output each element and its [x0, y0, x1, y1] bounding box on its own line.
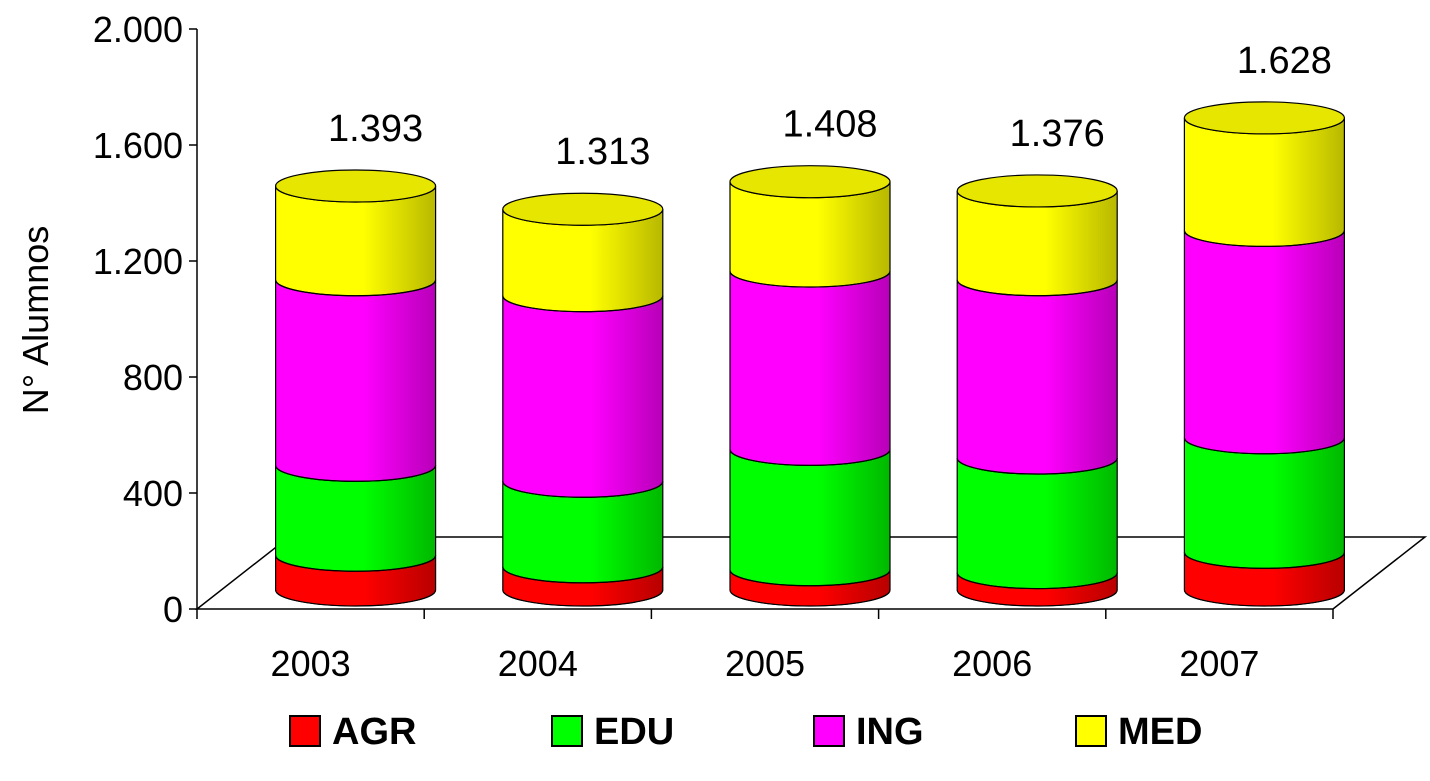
- data-labels: 1.393 1.313 1.408 1.376 1.628: [328, 40, 1332, 173]
- bar-top-cap: [275, 169, 437, 203]
- bar-segment-edu: [1183, 437, 1345, 569]
- x-tick-label: 2003: [271, 643, 351, 684]
- bar-segment-edge: [502, 589, 664, 607]
- legend-label: EDU: [594, 711, 674, 753]
- legend-item-agr: AGR: [289, 711, 416, 753]
- bar-segment-ing: [729, 270, 891, 466]
- bar-segment-edge: [956, 279, 1118, 297]
- bar-segment-edge: [729, 449, 891, 466]
- bar-segment-edge: [729, 270, 891, 288]
- bar-segment-edge: [275, 279, 437, 297]
- bar-segment-edge: [1183, 552, 1345, 569]
- bar-top-cap: [502, 192, 664, 226]
- bar-segment-ing: [1183, 230, 1345, 455]
- y-tick-label: 0: [163, 589, 183, 630]
- bar-segment-edge: [729, 569, 891, 587]
- bar-segment-edu: [729, 449, 891, 587]
- total-label-2003: 1.393: [328, 108, 423, 150]
- y-tick-label: 1.200: [93, 241, 183, 282]
- bar-segment-edge: [502, 295, 664, 313]
- bar-segment-ing: [502, 295, 664, 498]
- y-tick-label: 2.000: [93, 9, 183, 50]
- y-axis: 0 400 800 1.200 1.600 2.000 2003 2004 2005 2006 20…: [15, 9, 1334, 684]
- total-label-2006: 1.376: [1010, 113, 1105, 155]
- bar-segment-edge: [1183, 437, 1345, 455]
- bars: [275, 101, 1346, 607]
- bar-segment-edge: [502, 481, 664, 498]
- bar-segment-edu: [956, 457, 1118, 590]
- legend-item-edu: EDU: [551, 711, 674, 753]
- y-tick-label: 400: [123, 473, 183, 514]
- legend-swatch: [289, 715, 321, 747]
- bar-stack-2003: [275, 169, 437, 607]
- bar-segment-edge: [1183, 589, 1345, 607]
- bar-segment-edge: [956, 457, 1118, 475]
- bar-top-cap: [1183, 101, 1346, 135]
- legend-item-med: MED: [1075, 711, 1202, 753]
- legend-label: AGR: [332, 711, 416, 753]
- legend-swatch: [1075, 715, 1107, 747]
- bar-segment-edge: [275, 555, 437, 572]
- bar-top-cap: [729, 165, 891, 199]
- legend-swatch: [813, 715, 845, 747]
- x-tick-label: 2006: [952, 643, 1032, 684]
- y-axis-label: N° Alumnos: [15, 226, 56, 414]
- bar-stack-2007: [1183, 101, 1346, 607]
- bar-segment-edge: [729, 589, 891, 607]
- legend-swatch: [551, 715, 583, 747]
- bar-segment-ing: [956, 279, 1118, 475]
- bar-top-cap: [956, 174, 1118, 208]
- bar-segment-edge: [1183, 230, 1345, 247]
- y-tick-label: 800: [123, 357, 183, 398]
- legend-label: ING: [856, 711, 924, 753]
- bar-stack-2004: [502, 192, 664, 607]
- legend: AGR EDU ING MED: [289, 711, 1202, 753]
- legend-item-ing: ING: [813, 711, 924, 753]
- bar-stack-2006: [956, 174, 1118, 607]
- x-tick-label: 2004: [498, 643, 578, 684]
- x-tick-label: 2007: [1179, 643, 1259, 684]
- bar-segment-edge: [956, 572, 1118, 590]
- x-tick-label: 2005: [725, 643, 805, 684]
- bar-segment-edge: [502, 566, 664, 584]
- y-tick-label: 1.600: [93, 125, 183, 166]
- bar-stack-2005: [729, 165, 891, 607]
- total-label-2005: 1.408: [782, 104, 877, 146]
- legend-label: MED: [1118, 711, 1202, 753]
- bar-segment-med: [1183, 117, 1345, 247]
- bar-segment-ing: [275, 279, 437, 482]
- total-label-2007: 1.628: [1237, 40, 1332, 82]
- bar-segment-edge: [275, 589, 437, 607]
- bar-segment-edge: [956, 589, 1118, 607]
- total-label-2004: 1.313: [555, 131, 650, 173]
- bar-segment-edge: [275, 465, 437, 482]
